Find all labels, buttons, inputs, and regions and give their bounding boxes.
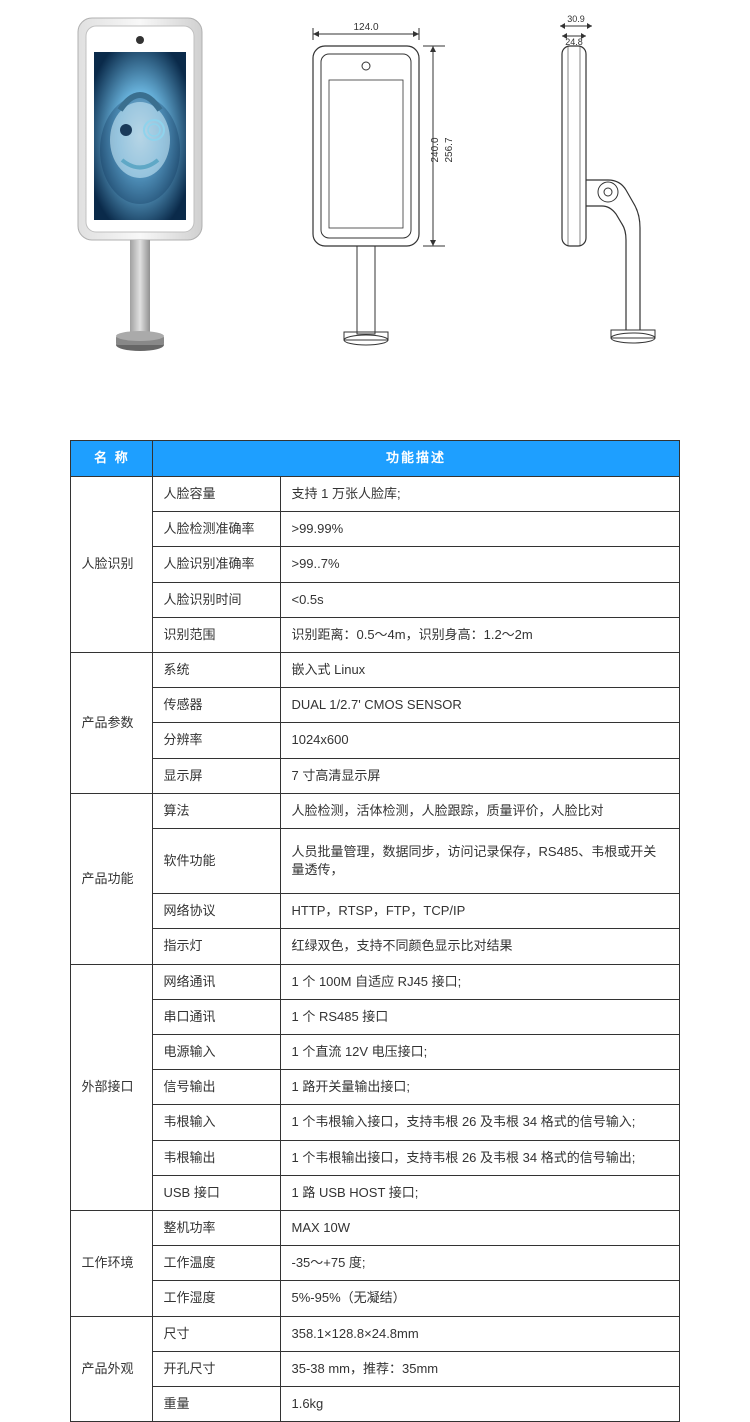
group-cell: 产品功能 — [71, 793, 153, 964]
param-cell: 人脸识别时间 — [153, 582, 281, 617]
product-diagram-area: 124.0 240.0 256.7 30.9 24.8 — [0, 0, 750, 380]
th-name: 名 称 — [71, 441, 153, 477]
table-row: 分辨率1024x600 — [71, 723, 679, 758]
group-cell: 产品参数 — [71, 652, 153, 793]
dim-h-inner: 240.0 — [430, 137, 441, 162]
desc-cell: DUAL 1/2.7' CMOS SENSOR — [281, 688, 679, 723]
group-cell: 人脸识别 — [71, 477, 153, 653]
param-cell: 整机功率 — [153, 1210, 281, 1245]
spec-table: 名 称 功能描述 人脸识别人脸容量支持 1 万张人脸库;人脸检测准确率>99.9… — [70, 440, 679, 1422]
table-row: 串口通讯1 个 RS485 接口 — [71, 999, 679, 1034]
desc-cell: >99..7% — [281, 547, 679, 582]
desc-cell: 识别距离：0.5～4m，识别身高：1.2～2m — [281, 617, 679, 652]
param-cell: 人脸识别准确率 — [153, 547, 281, 582]
table-row: 指示灯红绿双色，支持不同颜色显示比对结果 — [71, 929, 679, 964]
param-cell: 网络通讯 — [153, 964, 281, 999]
param-cell: 人脸检测准确率 — [153, 512, 281, 547]
param-cell: USB 接口 — [153, 1175, 281, 1210]
desc-cell: 1024x600 — [281, 723, 679, 758]
desc-cell: 支持 1 万张人脸库; — [281, 477, 679, 512]
param-cell: 系统 — [153, 652, 281, 687]
desc-cell: 5%-95%（无凝结） — [281, 1281, 679, 1316]
dim-h-outer: 256.7 — [444, 137, 455, 162]
table-row: 工作温度-35～+75 度; — [71, 1246, 679, 1281]
table-row: 开孔尺寸35-38 mm，推荐：35mm — [71, 1351, 679, 1386]
table-row: USB 接口1 路 USB HOST 接口; — [71, 1175, 679, 1210]
param-cell: 工作湿度 — [153, 1281, 281, 1316]
group-cell: 产品外观 — [71, 1316, 153, 1422]
desc-cell: 1 路 USB HOST 接口; — [281, 1175, 679, 1210]
desc-cell: 358.1×128.8×24.8mm — [281, 1316, 679, 1351]
param-cell: 开孔尺寸 — [153, 1351, 281, 1386]
desc-cell: 1 路开关量输出接口; — [281, 1070, 679, 1105]
table-row: 信号输出1 路开关量输出接口; — [71, 1070, 679, 1105]
desc-cell: <0.5s — [281, 582, 679, 617]
device-render — [60, 10, 220, 370]
table-row: 人脸检测准确率>99.99% — [71, 512, 679, 547]
table-row: 人脸识别人脸容量支持 1 万张人脸库; — [71, 477, 679, 512]
table-row: 识别范围识别距离：0.5～4m，识别身高：1.2～2m — [71, 617, 679, 652]
table-row: 重量1.6kg — [71, 1386, 679, 1421]
table-row: 工作湿度5%-95%（无凝结） — [71, 1281, 679, 1316]
table-row: 传感器DUAL 1/2.7' CMOS SENSOR — [71, 688, 679, 723]
dim-depth-top: 30.9 — [567, 14, 585, 24]
param-cell: 韦根输入 — [153, 1105, 281, 1140]
desc-cell: 人员批量管理，数据同步，访问记录保存，RS485、韦根或开关量透传， — [281, 828, 679, 893]
desc-cell: 1 个韦根输入接口，支持韦根 26 及韦根 34 格式的信号输入; — [281, 1105, 679, 1140]
param-cell: 分辨率 — [153, 723, 281, 758]
table-row: 产品参数系统嵌入式 Linux — [71, 652, 679, 687]
desc-cell: 1.6kg — [281, 1386, 679, 1421]
param-cell: 韦根输出 — [153, 1140, 281, 1175]
param-cell: 人脸容量 — [153, 477, 281, 512]
param-cell: 电源输入 — [153, 1035, 281, 1070]
table-row: 韦根输入1 个韦根输入接口，支持韦根 26 及韦根 34 格式的信号输入; — [71, 1105, 679, 1140]
desc-cell: 人脸检测，活体检测，人脸跟踪，质量评价，人脸比对 — [281, 793, 679, 828]
tech-drawing-front: 124.0 240.0 256.7 — [275, 10, 475, 370]
table-row: 人脸识别准确率>99..7% — [71, 547, 679, 582]
param-cell: 工作温度 — [153, 1246, 281, 1281]
tech-drawing-side: 30.9 24.8 — [530, 10, 690, 370]
desc-cell: 1 个 RS485 接口 — [281, 999, 679, 1034]
desc-cell: 35-38 mm，推荐：35mm — [281, 1351, 679, 1386]
param-cell: 识别范围 — [153, 617, 281, 652]
desc-cell: 嵌入式 Linux — [281, 652, 679, 687]
table-row: 外部接口网络通讯1 个 100M 自适应 RJ45 接口; — [71, 964, 679, 999]
param-cell: 显示屏 — [153, 758, 281, 793]
desc-cell: 红绿双色，支持不同颜色显示比对结果 — [281, 929, 679, 964]
table-row: 网络协议HTTP，RTSP，FTP，TCP/IP — [71, 894, 679, 929]
param-cell: 指示灯 — [153, 929, 281, 964]
desc-cell: 1 个 100M 自适应 RJ45 接口; — [281, 964, 679, 999]
param-cell: 算法 — [153, 793, 281, 828]
param-cell: 软件功能 — [153, 828, 281, 893]
group-cell: 外部接口 — [71, 964, 153, 1210]
param-cell: 串口通讯 — [153, 999, 281, 1034]
table-row: 韦根输出1 个韦根输出接口，支持韦根 26 及韦根 34 格式的信号输出; — [71, 1140, 679, 1175]
table-row: 人脸识别时间<0.5s — [71, 582, 679, 617]
table-row: 电源输入1 个直流 12V 电压接口; — [71, 1035, 679, 1070]
group-cell: 工作环境 — [71, 1210, 153, 1316]
param-cell: 网络协议 — [153, 894, 281, 929]
param-cell: 尺寸 — [153, 1316, 281, 1351]
table-row: 显示屏7 寸高清显示屏 — [71, 758, 679, 793]
table-row: 产品外观尺寸358.1×128.8×24.8mm — [71, 1316, 679, 1351]
table-row: 软件功能人员批量管理，数据同步，访问记录保存，RS485、韦根或开关量透传， — [71, 828, 679, 893]
param-cell: 重量 — [153, 1386, 281, 1421]
table-row: 产品功能算法人脸检测，活体检测，人脸跟踪，质量评价，人脸比对 — [71, 793, 679, 828]
table-row: 工作环境整机功率MAX 10W — [71, 1210, 679, 1245]
desc-cell: MAX 10W — [281, 1210, 679, 1245]
param-cell: 信号输出 — [153, 1070, 281, 1105]
dim-width: 124.0 — [353, 22, 378, 33]
desc-cell: 1 个韦根输出接口，支持韦根 26 及韦根 34 格式的信号输出; — [281, 1140, 679, 1175]
desc-cell: -35～+75 度; — [281, 1246, 679, 1281]
th-desc: 功能描述 — [153, 441, 679, 477]
desc-cell: HTTP，RTSP，FTP，TCP/IP — [281, 894, 679, 929]
desc-cell: 7 寸高清显示屏 — [281, 758, 679, 793]
desc-cell: >99.99% — [281, 512, 679, 547]
param-cell: 传感器 — [153, 688, 281, 723]
desc-cell: 1 个直流 12V 电压接口; — [281, 1035, 679, 1070]
